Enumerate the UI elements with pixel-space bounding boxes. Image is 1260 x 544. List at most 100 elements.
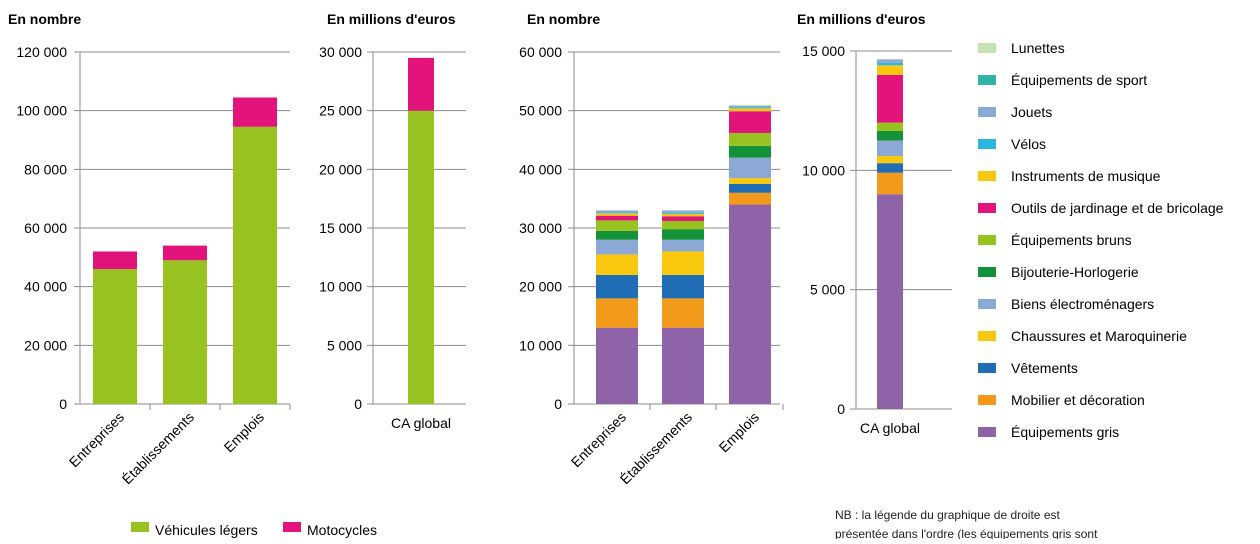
chart-1-bar-segment [93,251,137,270]
legend-label: Véhicules légers [155,522,258,538]
chart-4-y-title: En millions d'euros [797,11,926,27]
chart-1-bar-segment [233,97,277,127]
chart-4-bar-segment [877,140,903,157]
chart-1-bar-segment [163,260,207,404]
chart-3-bar-segment [729,108,771,112]
legend-label: Jouets [1011,104,1052,120]
chart-2-y-tick-label: 30 000 [319,44,362,60]
chart-3-bar-segment [596,254,638,275]
chart-3-bar-segment [662,210,704,213]
footnote-line-1: NB : la légende du graphique de droite e… [835,508,1060,522]
chart-1-y-tick-label: 100 000 [16,103,67,119]
chart-3-bar-segment [662,327,704,404]
chart-1-y-tick-label: 60 000 [24,220,67,236]
chart-1-y-tick-label: 40 000 [24,279,67,295]
chart-3-bar-segment [729,178,771,184]
chart-3-y-tick-label: 10 000 [519,337,562,353]
chart-3-bar-segment [596,298,638,328]
legend-label: Outils de jardinage et de bricolage [1011,200,1224,216]
chart-4-bar-segment [877,65,903,75]
chart-3-bar-segment [662,220,704,230]
chart-3-bar-segment [596,212,638,214]
footnote-line-2: présentée dans l'ordre (les équipements … [835,527,1098,539]
chart-2-bar-segment [408,110,434,405]
chart-1-y-tick-label: 120 000 [16,44,67,60]
chart-3-bar-segment [729,145,771,158]
chart-3-y-tick-label: 50 000 [519,103,562,119]
legend-label: Équipements gris [1011,424,1119,440]
chart-3-bar-segment [662,216,704,221]
chart-3-bar-segment [729,184,771,193]
chart-3-bar-segment [596,220,638,231]
chart-3-bar-segment [596,210,638,213]
legend-label: Bijouterie-Horlogerie [1011,264,1139,280]
chart-3-bar-segment [596,230,638,240]
chart-2-y-tick-label: 15 000 [319,220,362,236]
legend-swatch [978,139,996,149]
chart-3-y-tick-label: 0 [554,396,562,412]
chart-3-y-tick-label: 60 000 [519,44,562,60]
legend-swatch [978,171,996,181]
chart-3-bar-segment [662,212,704,214]
chart-3-bar-segment [596,239,638,255]
chart-3-bar-segment [662,213,704,217]
legend-label: Vêtements [1011,360,1078,376]
chart-4-bar-segment [877,59,903,63]
legend-label: Lunettes [1011,40,1065,56]
legend-label: Motocycles [307,522,377,538]
legend-label: Vélos [1011,136,1046,152]
chart-3-bar-segment [596,327,638,404]
legend-swatch [978,107,996,117]
chart-1-x-label: Entreprises [66,409,127,470]
chart-4-x-label: CA global [860,420,920,436]
legend-swatch [978,267,996,277]
chart-3-bar-segment [662,274,704,299]
chart-3-bar-segment [729,107,771,109]
legend-swatch [978,203,996,213]
legend-label: Équipements bruns [1011,232,1132,248]
chart-3-bar-segment [662,239,704,252]
chart-2-y-title: En millions d'euros [327,11,456,27]
chart-4-y-tick-label: 10 000 [802,162,845,178]
chart-4-y-tick-label: 15 000 [802,43,845,59]
chart-4-bar-segment [877,194,903,409]
chart-1-y-tick-label: 80 000 [24,161,67,177]
chart-3-y-tick-label: 40 000 [519,161,562,177]
legend-swatch [978,75,996,85]
chart-1-bar-segment [93,269,137,404]
chart-3-bar-segment [662,251,704,275]
chart-3-bar-segment [662,229,704,240]
chart-3-bar-segment [596,213,638,216]
chart-3-bar-segment [729,104,771,106]
chart-3-bar-segment [729,111,771,133]
legend-swatch [283,522,301,532]
chart-1-y-tick-label: 0 [59,396,67,412]
legend-swatch [978,363,996,373]
chart-3-x-label: Emplois [716,409,763,456]
chart-1-bar-segment [163,245,207,261]
chart-4-bar-segment [877,74,903,123]
chart-4-y-tick-label: 5 000 [810,282,845,298]
chart-4-bar-segment [877,172,903,195]
chart-3-bar-segment [729,204,771,404]
chart-3-bar-segment [729,132,771,146]
legend-swatch [978,43,996,53]
chart-2-y-tick-label: 0 [354,396,362,412]
chart-3-bar-segment [729,157,771,179]
chart-1-y-tick-label: 20 000 [24,337,67,353]
chart-2-y-tick-label: 5 000 [327,337,362,353]
chart-3-bar-segment [596,274,638,299]
chart-3-y-tick-label: 20 000 [519,279,562,295]
chart-4-bar-segment [877,130,903,141]
chart-3-bar-segment [729,105,771,108]
chart-3-y-title: En nombre [527,11,600,27]
legend-label: Instruments de musique [1011,168,1161,184]
chart-4-bar-segment [877,163,903,173]
legend-swatch [978,235,996,245]
chart-2-y-tick-label: 10 000 [319,279,362,295]
chart-1-x-label: Établissements [119,409,197,487]
chart-4-bar-segment [877,62,903,66]
legend-swatch [978,427,996,437]
legend-label: Chaussures et Maroquinerie [1011,328,1187,344]
